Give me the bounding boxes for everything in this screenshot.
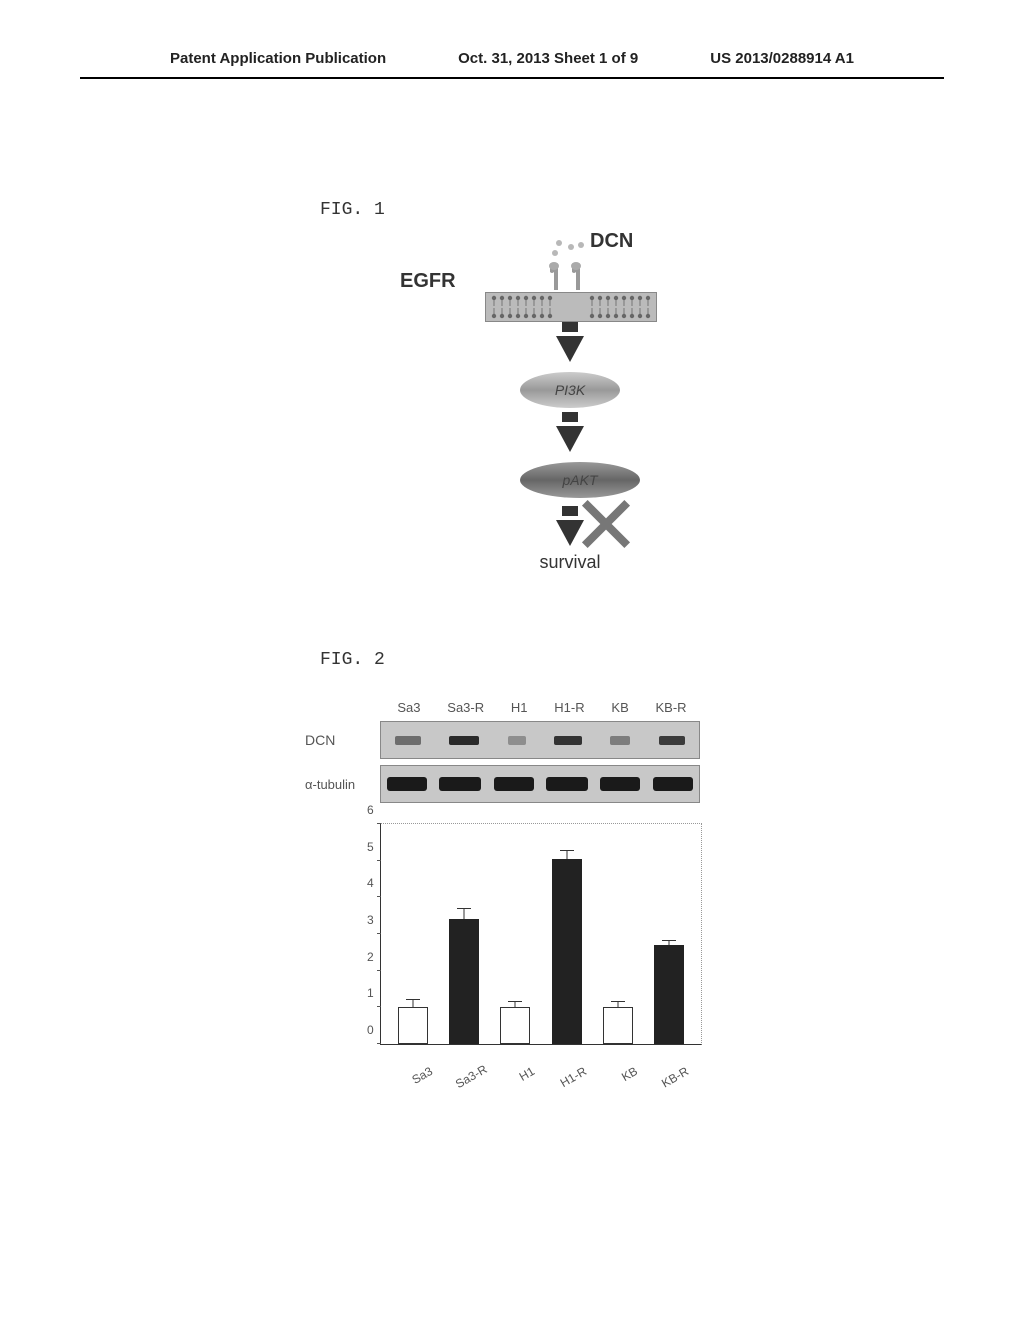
lane-label: Sa3 — [397, 700, 420, 715]
tubulin-band — [494, 777, 534, 791]
bar — [603, 1007, 633, 1044]
tubulin-band — [546, 777, 588, 791]
arrow-down-icon — [556, 336, 584, 362]
page-header: Patent Application Publication Oct. 31, … — [80, 0, 944, 79]
bar — [500, 1007, 530, 1044]
dcn-molecules-icon — [550, 240, 590, 260]
tubulin-gel — [380, 765, 700, 803]
dcn-band — [659, 736, 685, 745]
pakt-label: pAKT — [562, 472, 597, 488]
fig1-label: FIG. 1 — [320, 200, 385, 220]
egfr-text: EGFR — [400, 270, 456, 293]
blocked-arrow — [556, 502, 584, 548]
bar — [398, 1007, 428, 1044]
bar — [449, 919, 479, 1044]
tubulin-row-label: α-tubulin — [305, 777, 355, 792]
bar-chart: Sa3Sa3-RH1H1-RKBKB-R 0123456 — [380, 823, 702, 1045]
dcn-band — [395, 736, 421, 745]
lane-label: KB — [611, 700, 628, 715]
ytick-label: 5 — [367, 840, 374, 854]
figure-2: Sa3 Sa3-R H1 H1-R KB KB-R DCN α-tubulin Sa3 Sa… — [300, 700, 730, 1025]
chart-xlabels: Sa3Sa3-RH1H1-RKBKB-R — [381, 1064, 701, 1078]
survival-text: survival — [539, 552, 600, 573]
dcn-text: DCN — [590, 230, 633, 253]
tubulin-band — [653, 777, 693, 791]
bar — [654, 945, 684, 1044]
lane-label: H1-R — [554, 700, 584, 715]
fig2-label: FIG. 2 — [320, 650, 385, 670]
arrow-icon — [562, 412, 578, 422]
pakt-node: pAKT — [520, 462, 640, 498]
western-blot: Sa3Sa3-RH1H1-RKBKB-R DCN α-tubulin — [380, 700, 700, 803]
xlabel: Sa3-R — [453, 1064, 486, 1091]
arrow-down-icon — [556, 426, 584, 452]
header-center: Oct. 31, 2013 Sheet 1 of 9 — [458, 50, 638, 67]
xlabel: KB-R — [658, 1064, 691, 1091]
lipid-bilayer-icon — [486, 293, 656, 321]
xlabel: Sa3 — [402, 1064, 435, 1091]
ytick-label: 0 — [367, 1023, 374, 1037]
bar — [552, 859, 582, 1044]
dcn-band — [449, 736, 479, 745]
ytick-label: 6 — [367, 803, 374, 817]
signaling-pathway: PI3K pAKT survival — [520, 322, 620, 573]
lane-labels: Sa3 Sa3-R H1 H1-R KB KB-R — [380, 700, 700, 715]
egfr-receptor-icon — [540, 260, 590, 295]
dcn-gel — [380, 721, 700, 759]
tubulin-band — [387, 777, 427, 791]
tubulin-band — [600, 777, 640, 791]
xlabel: H1 — [504, 1064, 537, 1091]
ytick-label: 3 — [367, 913, 374, 927]
ytick-label: 1 — [367, 986, 374, 1000]
arrow-icon — [562, 322, 578, 332]
header-left: Patent Application Publication — [170, 50, 386, 67]
lane-label: H1 — [511, 700, 528, 715]
ytick-label: 4 — [367, 876, 374, 890]
tubulin-band — [439, 777, 481, 791]
lane-label: Sa3-R — [447, 700, 484, 715]
chart-bars — [381, 824, 701, 1044]
cross-icon — [581, 498, 631, 548]
dcn-band — [508, 736, 526, 745]
membrane-icon — [485, 292, 657, 322]
xlabel: H1-R — [556, 1064, 589, 1091]
header-right: US 2013/0288914 A1 — [710, 50, 854, 67]
xlabel: KB — [607, 1064, 640, 1091]
dcn-band — [554, 736, 582, 745]
dcn-row-label: DCN — [305, 732, 335, 748]
ytick-label: 2 — [367, 950, 374, 964]
pi3k-label: PI3K — [555, 382, 585, 398]
lane-label: KB-R — [656, 700, 687, 715]
pi3k-node: PI3K — [520, 372, 620, 408]
dcn-band — [610, 736, 630, 745]
